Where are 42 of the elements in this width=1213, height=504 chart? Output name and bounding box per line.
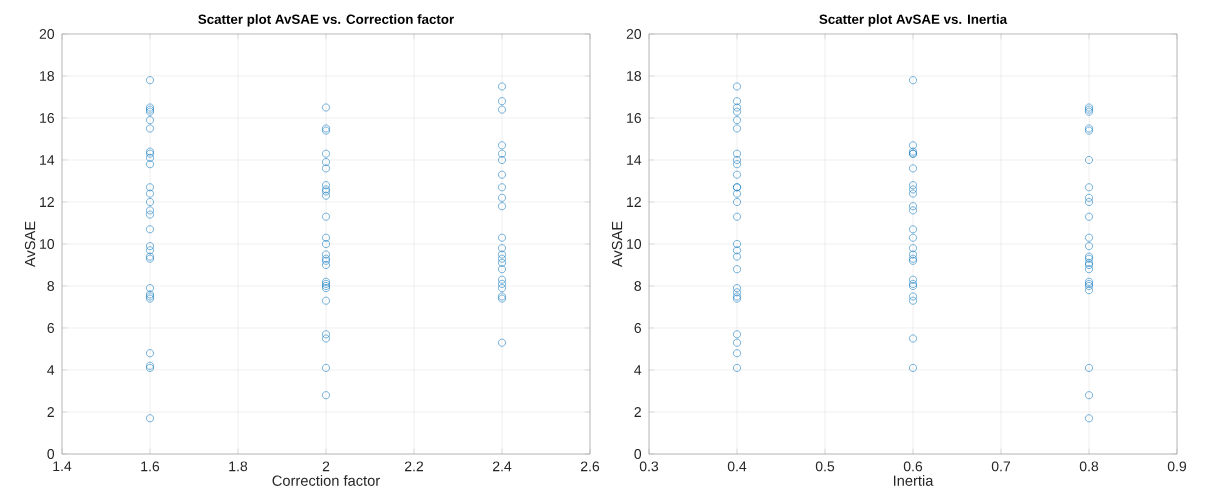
y-tick-label: 10 (40, 239, 55, 249)
x-tick-label: 2.4 (492, 461, 512, 472)
x-tick-label: 0.8 (1079, 461, 1099, 472)
y-tick-label: 0 (634, 449, 642, 459)
y-tick-label: 4 (634, 365, 642, 375)
y-tick-label: 8 (634, 281, 642, 291)
y-tick-label: 0 (47, 449, 55, 459)
y-tick-label: 16 (627, 113, 642, 123)
x-tick-label: 0.6 (903, 461, 923, 472)
y-tick-label: 14 (40, 155, 55, 165)
y-tick-label: 2 (634, 407, 641, 417)
x-tick-label: 2 (322, 461, 330, 472)
x-tick-label: 0.9 (1167, 461, 1187, 472)
x-tick-label: 1.8 (229, 461, 248, 472)
y-tick-label: 18 (40, 71, 55, 81)
y-tick-label: 18 (627, 71, 642, 81)
y-tick-label: 16 (40, 113, 55, 123)
y-tick-label: 12 (40, 197, 54, 207)
x-tick-label: 2.6 (580, 461, 600, 472)
x-tick-label: 0.4 (727, 461, 747, 472)
x-tick-label: 0.3 (639, 461, 659, 472)
y-axis-title: AvSAE (24, 221, 36, 268)
y-tick-label: 4 (47, 365, 55, 375)
x-tick-label: 0.7 (991, 461, 1011, 472)
x-tick-label: 1.6 (141, 461, 160, 472)
y-tick-label: 14 (627, 155, 642, 165)
y-tick-label: 12 (627, 197, 641, 207)
x-axis-title: Correction factor (272, 475, 380, 486)
x-tick-label: 2.2 (404, 461, 424, 472)
y-tick-label: 2 (47, 407, 54, 417)
y-tick-label: 6 (47, 323, 55, 333)
x-tick-label: 0.5 (815, 461, 835, 472)
chart-title: Scatter plot AvSAE vs. Correction factor (198, 14, 454, 27)
chart-title: Scatter plot AvSAE vs. Inertia (819, 14, 1008, 27)
y-tick-label: 6 (634, 323, 642, 333)
y-tick-label: 10 (627, 239, 642, 249)
y-axis-title: AvSAE (611, 221, 623, 268)
x-tick-label: 1.4 (53, 461, 72, 472)
x-axis-title: Inertia (893, 475, 934, 486)
y-tick-label: 8 (47, 281, 55, 291)
y-tick-label: 20 (39, 29, 55, 39)
y-tick-label: 20 (626, 29, 642, 39)
